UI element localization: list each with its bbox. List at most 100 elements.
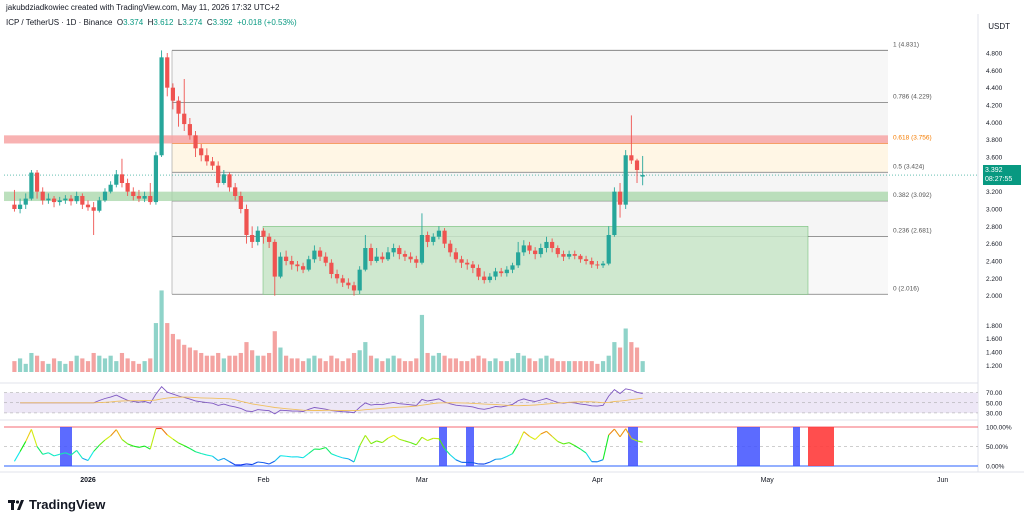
volume-bar <box>40 361 45 372</box>
stoch-segment <box>149 428 157 450</box>
stoch-segment <box>104 435 111 441</box>
candle-body <box>170 87 175 101</box>
volume-bar <box>589 361 594 372</box>
stoch-segment <box>240 463 247 466</box>
volume-tick-label: 1.200 <box>986 363 1003 370</box>
candle-body <box>284 256 289 261</box>
fibonacci-retracement[interactable]: 1 (4.831) 0.786 (4.229) 0.618 (3.756) 0.5 (… <box>4 41 978 295</box>
stoch-segment <box>195 451 202 455</box>
volume-bar <box>68 361 74 372</box>
stoch-segment <box>127 443 134 447</box>
stoch-segment <box>48 452 55 457</box>
close-value: 3.392 <box>212 18 233 27</box>
ohlc-values: O3.374 H3.612 L3.274 C3.392 +0.018 (+0.5… <box>116 18 297 27</box>
volume-bar <box>629 342 634 372</box>
range-box <box>262 226 809 295</box>
candle-body <box>210 161 215 166</box>
volume-bar <box>470 358 475 372</box>
candle-body <box>176 100 181 114</box>
stoch-segment <box>563 442 570 445</box>
stoch-segment <box>602 434 610 460</box>
volume-bar <box>289 358 294 372</box>
stoch-segment <box>223 457 230 463</box>
stoch-tick-label: 0.00% <box>986 464 1005 471</box>
stoch-segment <box>280 455 287 457</box>
volume-bar <box>617 347 623 372</box>
support-zone <box>4 191 888 202</box>
stoch-segment <box>166 434 174 440</box>
volume-bar <box>544 355 549 372</box>
stoch-segment <box>631 437 638 442</box>
volume-bar <box>459 361 464 372</box>
volume-bar <box>300 361 306 372</box>
stoch-segment <box>421 436 428 442</box>
stoch-segment <box>308 448 315 454</box>
currency-label[interactable]: USDT <box>988 22 1010 31</box>
time-tick-label: Jun <box>937 477 948 484</box>
candle-body <box>436 230 442 237</box>
volume-bar <box>329 355 334 372</box>
volume-bar <box>193 350 198 372</box>
candle-body <box>572 254 577 256</box>
tradingview-logo[interactable]: TradingView <box>8 497 105 512</box>
volume-bar <box>306 358 311 372</box>
candle-body <box>397 248 402 255</box>
fib-level-label: 0.5 (3.424) <box>893 163 924 170</box>
volume-bar <box>97 355 102 372</box>
stoch-oversold-block <box>793 427 800 466</box>
stoch-oversold-block <box>60 427 72 466</box>
volume-bar <box>227 355 232 372</box>
price-axis[interactable]: 4.8004.6004.4004.2004.0003.8003.6003.400… <box>986 51 1012 471</box>
candle-body <box>351 285 357 291</box>
stoch-segment <box>93 444 100 452</box>
stoch-segment <box>529 435 536 440</box>
volume-bar <box>278 347 283 372</box>
volume-bar <box>176 339 181 372</box>
volume-bar <box>561 361 566 372</box>
candle-body <box>57 200 62 203</box>
candle-body <box>165 57 170 88</box>
candle-body <box>431 236 436 242</box>
stoch-segment <box>364 435 372 445</box>
stoch-segment <box>551 435 559 442</box>
candle-body <box>63 198 68 201</box>
stoch-segment <box>331 453 338 457</box>
stoch-segment <box>274 455 281 462</box>
candle-body <box>357 269 362 291</box>
candle-body <box>368 248 374 261</box>
candle-body <box>385 252 391 260</box>
candle-body <box>561 254 566 257</box>
candle-body <box>538 248 543 255</box>
candle-body <box>102 191 108 201</box>
volume-bar <box>136 363 142 372</box>
candle-body <box>448 243 453 253</box>
price-tick-label: 3.000 <box>986 207 1003 214</box>
volume-bar <box>102 358 108 372</box>
open-value: 3.374 <box>123 18 144 27</box>
volume-bar <box>465 361 470 372</box>
stoch-segment <box>133 445 140 448</box>
stoch-segment <box>410 442 417 446</box>
volume-bar <box>482 358 487 372</box>
volume-bar <box>606 355 611 372</box>
candle-body <box>589 261 594 265</box>
candle-body <box>40 191 45 201</box>
candle-body <box>250 235 255 242</box>
stoch-segment <box>568 442 576 447</box>
volume-bar <box>74 355 79 372</box>
time-axis[interactable]: 2026 Feb Mar Apr May Jun <box>80 477 948 484</box>
candle-body <box>23 198 28 205</box>
candle-body <box>244 209 249 235</box>
volume-bar <box>516 352 521 372</box>
stoch-segment <box>268 460 276 465</box>
volume-bar <box>23 363 28 372</box>
symbol-title[interactable]: ICP / TetherUS · 1D · Binance <box>6 18 113 27</box>
stoch-segment <box>512 443 519 454</box>
candle-body <box>595 264 600 266</box>
time-tick-label: Apr <box>592 477 604 484</box>
stoch-segment <box>353 445 361 463</box>
candle-body <box>193 135 198 149</box>
candle-body <box>182 113 187 125</box>
stoch-segment <box>370 440 377 445</box>
